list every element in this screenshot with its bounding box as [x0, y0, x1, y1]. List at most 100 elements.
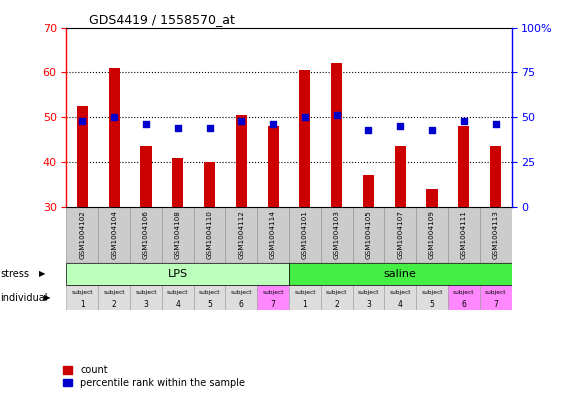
Bar	[321, 285, 353, 310]
Text: ▶: ▶	[44, 293, 50, 302]
Text: subject: subject	[231, 290, 252, 295]
Bar	[384, 285, 416, 310]
Bar	[395, 146, 406, 207]
Text: LPS: LPS	[168, 268, 188, 279]
Bar	[98, 285, 130, 310]
Bar	[448, 285, 480, 310]
Text: subject: subject	[453, 290, 475, 295]
Text: subject: subject	[103, 290, 125, 295]
Text: 7: 7	[493, 300, 498, 309]
Bar	[448, 207, 480, 263]
Point	[110, 114, 119, 120]
Bar	[109, 68, 120, 207]
Text: 2: 2	[112, 300, 117, 309]
Bar	[363, 175, 374, 207]
Text: saline: saline	[384, 268, 417, 279]
Text: individual: individual	[0, 292, 47, 303]
Bar	[130, 285, 162, 310]
Bar	[416, 285, 448, 310]
Bar	[331, 63, 342, 207]
Text: subject: subject	[199, 290, 220, 295]
Point	[460, 118, 469, 124]
Text: GSM1004112: GSM1004112	[238, 210, 244, 259]
Bar	[353, 207, 384, 263]
Text: 3: 3	[143, 300, 149, 309]
Text: 1: 1	[80, 300, 85, 309]
Point	[141, 121, 150, 127]
Bar	[66, 207, 98, 263]
Text: subject: subject	[485, 290, 506, 295]
Text: subject: subject	[167, 290, 188, 295]
Text: subject: subject	[390, 290, 411, 295]
Legend: count, percentile rank within the sample: count, percentile rank within the sample	[62, 365, 245, 388]
Text: 4: 4	[398, 300, 403, 309]
Text: GSM1004101: GSM1004101	[302, 210, 308, 259]
Text: subject: subject	[72, 290, 93, 295]
Bar	[353, 285, 384, 310]
Point	[173, 125, 183, 131]
Text: GSM1004103: GSM1004103	[334, 210, 340, 259]
Text: 2: 2	[334, 300, 339, 309]
Bar	[194, 285, 225, 310]
Text: 5: 5	[207, 300, 212, 309]
Bar	[66, 285, 98, 310]
Text: subject: subject	[135, 290, 157, 295]
Text: GSM1004106: GSM1004106	[143, 210, 149, 259]
Text: 4: 4	[175, 300, 180, 309]
Text: GSM1004105: GSM1004105	[365, 210, 372, 259]
Point	[237, 118, 246, 124]
Bar	[130, 207, 162, 263]
Text: 6: 6	[239, 300, 244, 309]
Point	[77, 118, 87, 124]
Point	[301, 114, 310, 120]
Bar	[289, 207, 321, 263]
Point	[364, 127, 373, 133]
Bar	[321, 207, 353, 263]
Point	[491, 121, 501, 127]
Bar	[172, 158, 183, 207]
Bar	[458, 126, 469, 207]
Text: GSM1004109: GSM1004109	[429, 210, 435, 259]
Bar	[299, 70, 310, 207]
Text: GSM1004102: GSM1004102	[79, 210, 86, 259]
Text: subject: subject	[294, 290, 316, 295]
Text: GSM1004111: GSM1004111	[461, 210, 467, 259]
Bar	[427, 189, 438, 207]
Point	[396, 123, 405, 129]
Bar	[289, 263, 512, 285]
Bar	[257, 285, 289, 310]
Bar	[490, 146, 501, 207]
Bar	[204, 162, 215, 207]
Bar	[162, 207, 194, 263]
Point	[205, 125, 214, 131]
Bar	[289, 285, 321, 310]
Bar	[162, 285, 194, 310]
Text: subject: subject	[421, 290, 443, 295]
Bar	[268, 126, 279, 207]
Bar	[98, 207, 130, 263]
Bar	[66, 263, 289, 285]
Text: subject: subject	[262, 290, 284, 295]
Text: subject: subject	[358, 290, 379, 295]
Point	[332, 112, 341, 119]
Bar	[140, 146, 151, 207]
Text: GSM1004114: GSM1004114	[270, 210, 276, 259]
Text: subject: subject	[326, 290, 347, 295]
Bar	[416, 207, 448, 263]
Bar	[194, 207, 225, 263]
Text: GSM1004113: GSM1004113	[492, 210, 499, 259]
Bar	[77, 106, 88, 207]
Bar	[480, 285, 512, 310]
Text: 1: 1	[302, 300, 307, 309]
Bar	[257, 207, 289, 263]
Bar	[225, 207, 257, 263]
Text: GSM1004108: GSM1004108	[175, 210, 181, 259]
Bar	[225, 285, 257, 310]
Bar	[480, 207, 512, 263]
Bar	[384, 207, 416, 263]
Text: GSM1004110: GSM1004110	[206, 210, 213, 259]
Point	[268, 121, 278, 127]
Text: GSM1004107: GSM1004107	[397, 210, 403, 259]
Text: stress: stress	[0, 268, 29, 279]
Text: GSM1004104: GSM1004104	[111, 210, 117, 259]
